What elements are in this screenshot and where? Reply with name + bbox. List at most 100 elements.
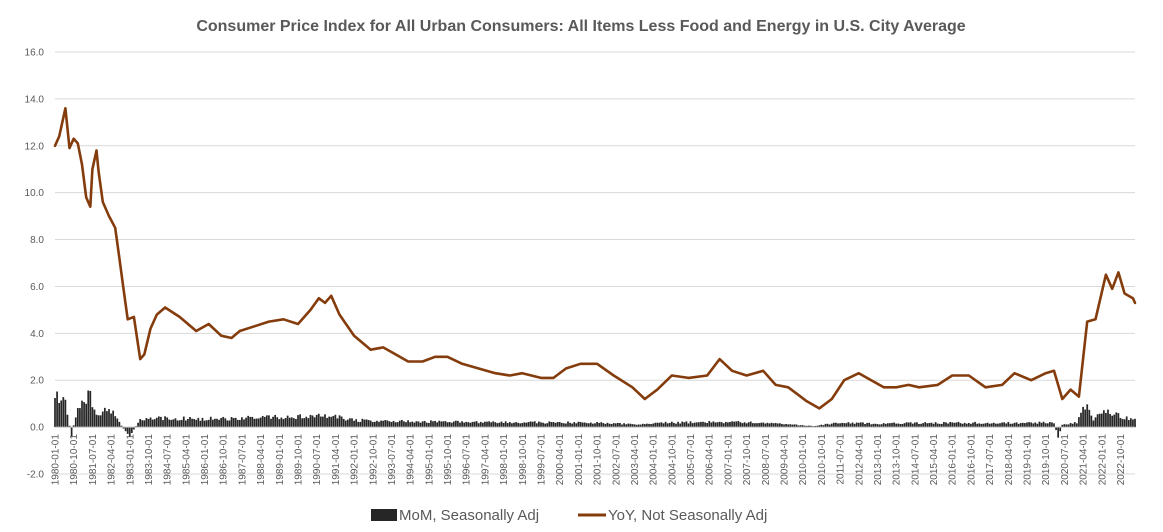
bar-mom — [521, 423, 524, 428]
bar-mom — [1123, 419, 1126, 428]
bar-mom — [706, 423, 709, 428]
bar-mom — [1051, 422, 1053, 428]
bar-mom — [330, 416, 333, 428]
bar-mom — [870, 424, 873, 428]
bar-mom — [328, 416, 331, 428]
bar-mom — [1032, 423, 1035, 428]
bar-mom — [342, 418, 345, 428]
bar-mom — [295, 419, 297, 428]
bar-mom — [268, 415, 270, 428]
bar-mom — [519, 423, 522, 428]
bar-mom — [232, 418, 235, 428]
bar-mom — [882, 423, 885, 428]
bar-mom — [230, 417, 233, 428]
bar-mom — [558, 422, 561, 428]
bar-mom — [569, 422, 571, 428]
bar-mom — [224, 418, 227, 428]
bar-mom — [245, 417, 247, 428]
bar-mom — [66, 414, 69, 428]
bar-mom — [733, 421, 736, 428]
bar-mom — [1073, 422, 1076, 428]
bar-mom — [739, 422, 742, 428]
bar-mom — [58, 402, 61, 428]
bar-mom — [847, 422, 850, 428]
bar-mom — [168, 419, 171, 428]
bar-mom — [143, 420, 146, 428]
bar-mom — [1100, 413, 1103, 428]
bar-mom — [544, 423, 547, 428]
x-tick-label: 1985-04-01 — [181, 434, 192, 486]
bar-mom — [984, 423, 987, 428]
bar-mom — [1036, 423, 1039, 428]
bar-mom — [382, 420, 385, 428]
bar-mom — [398, 420, 401, 428]
x-tick-label: 1988-04-01 — [256, 434, 267, 486]
bar-mom — [72, 425, 75, 428]
bar-mom — [259, 417, 262, 428]
bar-mom — [473, 421, 476, 428]
bar-mom — [101, 411, 104, 428]
bar-mom — [546, 423, 549, 428]
bar-mom — [776, 423, 779, 428]
bar-mom — [1057, 427, 1060, 438]
bar-mom — [932, 423, 935, 428]
bar-mom — [149, 417, 152, 428]
bar-mom — [355, 419, 358, 428]
bar-mom — [799, 425, 802, 428]
bar-mom — [290, 417, 293, 428]
bar-mom — [189, 417, 191, 428]
x-tick-label: 2001-10-01 — [593, 434, 604, 486]
bar-mom — [855, 422, 858, 428]
bar-mom — [868, 422, 871, 428]
bar-mom — [702, 421, 704, 428]
bar-mom — [155, 417, 158, 428]
bar-mom — [222, 416, 225, 428]
bar-mom — [241, 417, 243, 428]
x-tick-label: 2013-01-01 — [873, 434, 884, 486]
bar-mom — [182, 416, 185, 428]
bar-mom — [361, 418, 364, 428]
bar-mom — [689, 421, 692, 428]
bar-mom — [938, 423, 941, 428]
bar-mom — [828, 424, 831, 428]
x-tick-label: 1983-01-01 — [125, 434, 136, 486]
bar-mom — [60, 400, 63, 428]
bar-mom — [673, 422, 675, 428]
x-tick-label: 1986-10-01 — [219, 434, 230, 486]
bar-mom — [529, 421, 532, 428]
y-tick-label: 14.0 — [25, 94, 45, 105]
bar-mom — [199, 420, 202, 428]
bar-mom — [997, 423, 999, 428]
legend-label-mom: MoM, Seasonally Adj — [399, 507, 539, 524]
bar-mom — [523, 422, 526, 428]
bar-mom — [1059, 427, 1062, 432]
bar-mom — [434, 420, 436, 428]
bar-mom — [301, 418, 304, 428]
bar-mom — [845, 423, 848, 428]
bar-mom — [504, 421, 507, 428]
bar-mom — [554, 422, 557, 428]
bar-mom — [621, 424, 623, 428]
x-tick-label: 1984-07-01 — [163, 434, 174, 486]
bar-mom — [251, 416, 254, 428]
bar-mom — [697, 422, 700, 428]
bar-mom — [712, 421, 715, 428]
bar-mom — [793, 424, 796, 428]
mom-bars — [54, 390, 1136, 438]
bar-mom — [79, 408, 81, 428]
bar-mom — [471, 421, 474, 428]
x-tick-label: 2013-10-01 — [892, 434, 903, 486]
legend-label-yoy: YoY, Not Seasonally Adj — [608, 507, 767, 524]
bar-mom — [980, 423, 983, 428]
y-tick-label: 12.0 — [25, 141, 45, 152]
bar-mom — [448, 422, 451, 428]
bar-mom — [1067, 424, 1070, 428]
bar-mom — [299, 414, 301, 428]
bar-mom — [963, 422, 966, 428]
bar-mom — [307, 418, 310, 428]
bar-mom — [1129, 418, 1132, 428]
bar-mom — [85, 403, 88, 428]
bar-mom — [388, 421, 391, 428]
bar-mom — [951, 422, 954, 428]
bar-mom — [1117, 413, 1120, 428]
